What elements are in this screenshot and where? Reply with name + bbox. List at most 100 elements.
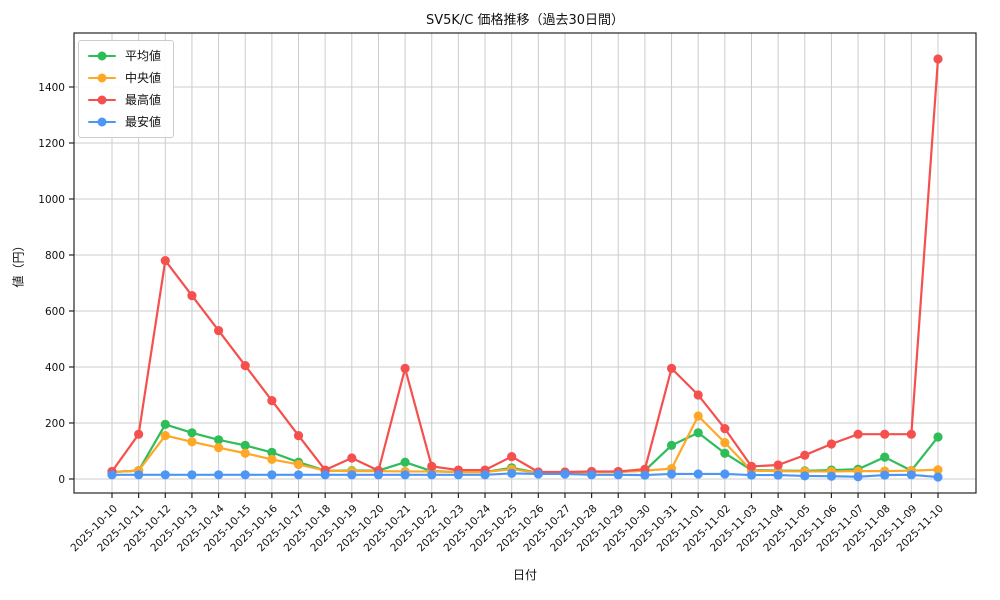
axis-ticks [69, 86, 939, 498]
data-point-min [933, 472, 943, 482]
data-point-max [427, 461, 437, 471]
data-point-median [933, 465, 943, 475]
data-point-average [720, 448, 730, 458]
data-point-max [693, 390, 703, 400]
data-point-min [666, 469, 677, 479]
data-point-max [187, 291, 197, 301]
data-point-median [267, 454, 277, 464]
y-tick-label: 0 [58, 474, 65, 486]
data-point-min [773, 470, 783, 480]
legend-item-average: 平均値 [88, 48, 161, 64]
y-tick-label: 200 [45, 418, 65, 430]
data-point-min [880, 470, 890, 480]
data-point-median [240, 448, 250, 458]
data-point-median [160, 431, 170, 441]
plot-border [73, 32, 977, 494]
y-tick-label: 800 [45, 250, 65, 262]
max-line-sample [88, 95, 116, 105]
data-point-average [240, 440, 250, 450]
y-tick-label: 600 [45, 306, 65, 318]
data-point-min [587, 470, 597, 480]
data-point-average [187, 428, 197, 438]
data-point-average [267, 447, 277, 457]
data-point-min [533, 469, 543, 479]
data-point-max [933, 54, 943, 64]
legend-item-median: 中央値 [88, 70, 161, 86]
data-point-median [720, 438, 730, 448]
data-point-max [213, 326, 224, 336]
data-point-max [160, 256, 170, 266]
series-line-min [112, 472, 939, 479]
data-point-max [507, 452, 517, 462]
y-tick-label: 1400 [38, 82, 65, 94]
data-point-min [347, 470, 357, 480]
y-tick-label: 400 [45, 362, 65, 374]
data-point-median [213, 443, 224, 453]
data-point-max [347, 453, 357, 463]
data-point-average [693, 428, 703, 438]
data-point-max [906, 429, 916, 439]
data-point-min [720, 469, 730, 479]
legend-label-median: 中央値 [125, 71, 162, 85]
y-tick-label: 1200 [38, 138, 65, 150]
data-point-min [800, 471, 810, 481]
data-point-min [693, 469, 703, 479]
data-point-min [746, 470, 757, 480]
data-point-max [880, 429, 890, 439]
legend-label-average: 平均値 [125, 49, 162, 63]
grid [74, 33, 976, 493]
data-point-min [453, 470, 463, 480]
series-min [107, 468, 943, 482]
data-point-average [933, 432, 943, 442]
data-point-min [267, 470, 277, 480]
data-point-min [293, 470, 304, 480]
data-point-max [666, 363, 677, 373]
chart-title: SV5K/C 価格推移（過去30日間） [425, 13, 625, 28]
data-point-average [213, 435, 224, 445]
data-point-median [187, 437, 197, 447]
median-marker-icon [97, 73, 107, 83]
legend-label-min: 最安値 [125, 115, 162, 129]
axis-tick-labels: 02004006008001000120014002025-10-102025-… [38, 82, 946, 554]
data-point-max [826, 439, 837, 449]
data-point-min [560, 469, 570, 479]
average-marker-icon [97, 51, 107, 61]
data-point-min [507, 468, 517, 478]
min-line-sample [88, 117, 116, 127]
data-point-min [160, 470, 170, 480]
x-axis-label: 日付 [512, 568, 537, 582]
data-point-max [853, 429, 863, 439]
data-point-average [880, 452, 890, 462]
median-line-sample [88, 73, 116, 83]
legend-item-max: 最高値 [88, 92, 161, 108]
data-point-min [213, 470, 224, 480]
data-point-min [187, 470, 197, 480]
data-point-max [720, 424, 730, 434]
legend: 平均値 中央値 最高値 最安値 [78, 40, 175, 138]
data-point-median [293, 459, 304, 470]
data-point-max [800, 450, 810, 460]
data-point-min [427, 470, 437, 480]
legend-label-max: 最高値 [125, 93, 162, 107]
data-point-min [107, 470, 117, 480]
data-point-min [906, 470, 916, 480]
data-point-min [400, 470, 410, 480]
data-point-min [826, 471, 837, 481]
series-line-max [111, 58, 940, 474]
series-average [107, 419, 943, 478]
data-point-max [400, 363, 410, 373]
data-point-max [746, 461, 757, 471]
axes-spines [73, 32, 977, 494]
min-marker-icon [97, 117, 107, 127]
data-point-min [480, 470, 490, 480]
data-point-max [773, 460, 783, 470]
data-point-max [134, 429, 144, 439]
series-line-average [111, 423, 939, 474]
series-median [107, 411, 943, 478]
data-point-max [240, 361, 250, 371]
data-point-max [293, 431, 304, 441]
data-point-min [134, 470, 144, 480]
series-max [107, 54, 943, 477]
